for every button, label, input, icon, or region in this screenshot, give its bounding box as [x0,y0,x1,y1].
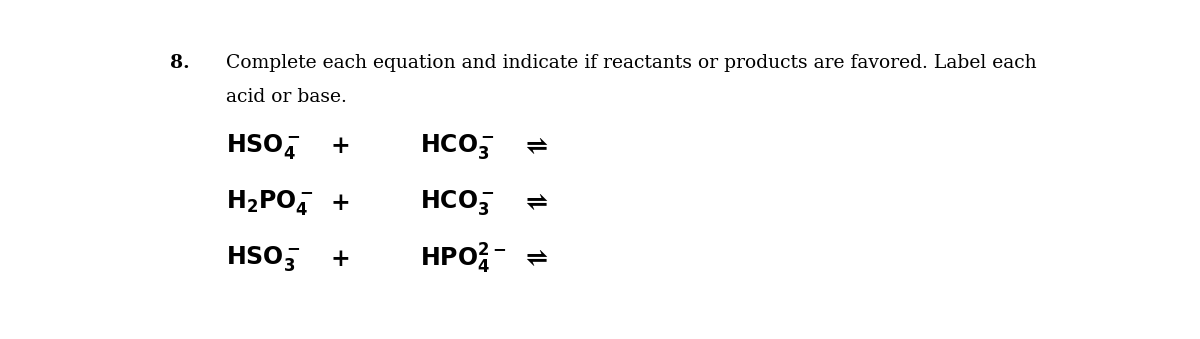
Text: $\mathbf{HPO_4^{2-}}$: $\mathbf{HPO_4^{2-}}$ [420,242,506,276]
Text: acid or base.: acid or base. [227,88,347,106]
Text: +: + [331,191,350,215]
Text: +: + [331,134,350,158]
Text: ⇌: ⇌ [524,134,547,159]
Text: $\mathbf{HCO_3^-}$: $\mathbf{HCO_3^-}$ [420,132,494,161]
Text: Complete each equation and indicate if reactants or products are favored. Label : Complete each equation and indicate if r… [227,54,1037,72]
Text: 8.: 8. [170,54,190,72]
Text: $\mathbf{HCO_3^-}$: $\mathbf{HCO_3^-}$ [420,188,494,217]
Text: $\mathbf{HSO_3^-}$: $\mathbf{HSO_3^-}$ [227,244,301,273]
Text: ⇌: ⇌ [524,246,547,271]
Text: $\mathbf{HSO_4^-}$: $\mathbf{HSO_4^-}$ [227,132,301,161]
Text: ⇌: ⇌ [524,190,547,215]
Text: +: + [331,247,350,271]
Text: $\mathbf{H_2PO_4^-}$: $\mathbf{H_2PO_4^-}$ [227,188,313,217]
